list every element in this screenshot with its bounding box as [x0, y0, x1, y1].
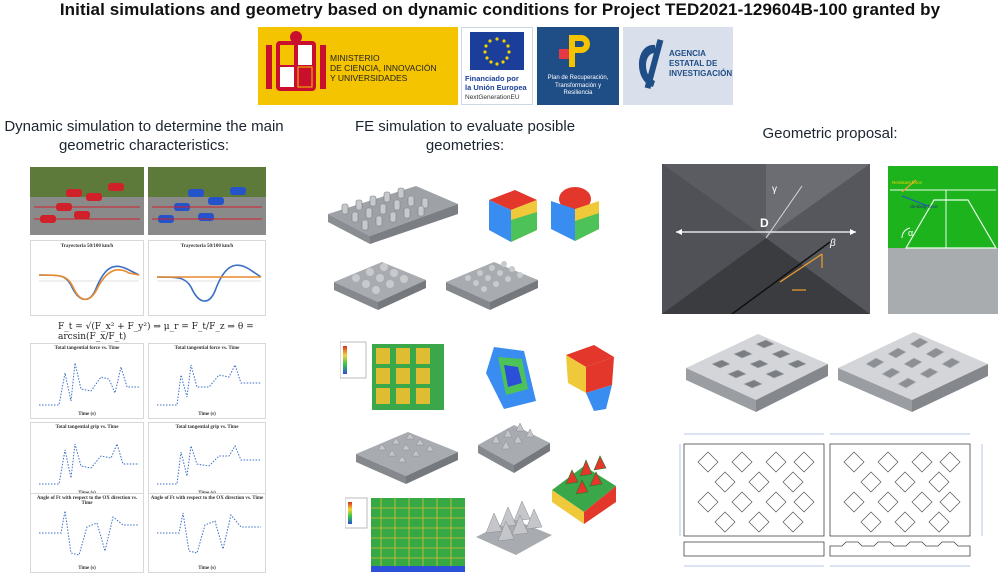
fe-contour-plot-1 — [339, 340, 446, 412]
agencia-text: AGENCIA ESTATAL DE INVESTIGACIÓN — [669, 49, 733, 78]
fe-dome-plate-2 — [446, 261, 538, 310]
angle-graph-right: Angle of Ft with respect to the OX direc… — [148, 493, 266, 573]
label-gamma: γ — [772, 184, 777, 195]
eu-logo: Financiado por la Unión Europea NextGene… — [461, 27, 533, 105]
technical-drawing-1 — [679, 433, 825, 567]
fe-cylinder-plate — [328, 186, 458, 244]
x-axis-label: Time (s) — [198, 412, 216, 417]
tangential-force-plot — [157, 363, 261, 406]
graph-title: Angle of Ft with respect to the OX direc… — [150, 496, 264, 501]
fe-pyramid-plate-1 — [356, 432, 458, 484]
geometric-diagram-dark: D γ β — [662, 164, 870, 315]
aei-logo-icon — [638, 39, 664, 89]
fe-deformed-cube-2 — [566, 345, 614, 411]
graph-title: Total tangential force vs. Time — [54, 346, 120, 351]
technical-drawing-2 — [829, 433, 983, 567]
tangential-grip-graph-left: Total tangential grip vs. Time Time (s) — [30, 422, 144, 498]
ministerio-logo: MINISTERIO DE CIENCIA, INNOVACIÓN Y UNIV… — [258, 27, 458, 105]
trajectory-title: Trayectoria 50/100 km/h — [180, 244, 234, 249]
eu-flag-icon — [470, 32, 524, 70]
fe-stress-cube-1 — [489, 190, 537, 242]
page-title: Initial simulations and geometry based o… — [59, 0, 941, 19]
tangential-grip-plot — [157, 444, 261, 485]
tangential-grip-graph-right: Total tangential grip vs. Time Time (s) — [148, 422, 266, 498]
trajectory-plot — [156, 264, 262, 302]
fe-pyramid-plate-2 — [478, 422, 550, 473]
angle-plot — [157, 512, 261, 554]
stress-contour-map — [339, 341, 444, 410]
trajectory-graph-right: Trayectoria 50/100 km/h — [148, 240, 266, 316]
recovery-plan-icon — [559, 35, 590, 67]
label-climbing: climbing force — [910, 204, 938, 209]
angle-graph-left: Angle of Ft with respect to the OX direc… — [30, 493, 144, 573]
graph-title: Angle of Ft with respect to the OX direc… — [36, 496, 138, 506]
fe-stress-cube-2 — [551, 187, 599, 241]
eu-line2: la Unión Europea — [465, 83, 527, 92]
label-resistant: Resistant force — [892, 180, 923, 185]
trajectory-title: Trayectoria 50/100 km/h — [60, 244, 114, 249]
force-formula: F_t = √(F_x² + F_y²) ⇒ μ_r = F_t/F_z ⇒ θ… — [58, 322, 254, 342]
dynamic-heading: Dynamic simulation to determine the main… — [4, 118, 284, 154]
eu-line3: NextGenerationEU — [465, 94, 520, 101]
trajectory-graph-left: Trayectoria 50/100 km/h — [30, 240, 144, 316]
fe-deformed-cube-1 — [486, 347, 536, 409]
tangential-force-graph-left: Total tangential force vs. Time Time (s) — [30, 343, 144, 419]
geometric-diagram-green: Resistant force climbing force α — [888, 166, 998, 314]
car-simulation-blue — [148, 167, 266, 235]
pocket-plate-3d-2 — [838, 332, 988, 412]
x-axis-label: Time (s) — [78, 566, 96, 571]
prtr-text: Plan de Recuperación, Transformación y R… — [547, 75, 609, 96]
angle-plot — [39, 510, 139, 556]
label-beta: β — [830, 238, 836, 249]
graph-title: Total tangential grip vs. Time — [175, 425, 239, 430]
pyramid-geometry-sketch — [662, 164, 870, 315]
climbing-force-sketch — [888, 166, 998, 249]
graph-title: Total tangential force vs. Time — [174, 346, 240, 351]
eu-line1: Financiado por — [465, 74, 519, 83]
agencia-logo: AGENCIA ESTATAL DE INVESTIGACIÓN — [623, 27, 733, 105]
label-d: D — [760, 216, 769, 230]
fe-contour-plot-2 — [344, 494, 465, 574]
ministerio-text: MINISTERIO DE CIENCIA, INNOVACIÓN Y UNIV… — [330, 53, 437, 83]
car-simulation-red — [30, 167, 144, 235]
x-axis-label: Time (s) — [198, 566, 216, 571]
graph-title: Total tangential grip vs. Time — [55, 425, 119, 430]
tangential-force-plot — [39, 362, 139, 406]
tangential-force-graph-right: Total tangential force vs. Time Time (s) — [148, 343, 266, 419]
x-axis-label: Time (s) — [78, 412, 96, 417]
coat-of-arms-icon — [266, 31, 326, 91]
fe-stress-pyramids — [552, 455, 616, 524]
stress-contour-map — [344, 497, 465, 572]
pocket-plate-3d-1 — [686, 334, 828, 412]
geometric-heading: Geometric proposal: — [762, 125, 898, 142]
trajectory-plot — [38, 265, 140, 301]
fe-heading: FE simulation to evaluate posible geomet… — [354, 118, 576, 154]
tangential-grip-plot — [39, 442, 139, 485]
fe-pyramid-mesh — [476, 500, 552, 555]
label-alpha: α — [908, 228, 914, 238]
prtr-logo: Plan de Recuperación, Transformación y R… — [537, 27, 619, 105]
fe-dome-plate-1 — [334, 262, 426, 310]
